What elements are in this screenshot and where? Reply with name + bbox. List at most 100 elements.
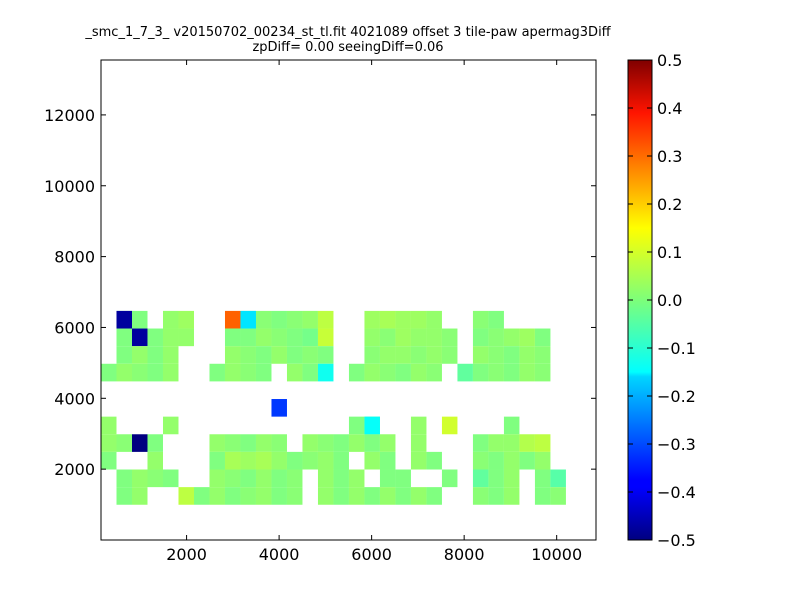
heatmap-cell (534, 487, 551, 505)
heatmap-cell (286, 310, 303, 329)
heatmap-cell (240, 363, 256, 382)
heatmap-cell (472, 310, 489, 329)
heatmap-cell (302, 363, 318, 382)
heatmap-cell (364, 363, 380, 382)
heatmap-cell-outlier (131, 434, 148, 452)
heatmap-cell (209, 469, 225, 488)
heatmap-cell (534, 363, 551, 382)
colorbar-tick-label: 0.5 (657, 51, 682, 70)
heatmap-cell (116, 363, 132, 382)
heatmap-cell (209, 434, 225, 452)
heatmap-cell (364, 451, 380, 470)
heatmap-cell (317, 451, 334, 470)
heatmap-cell (472, 328, 489, 347)
heatmap-cell (503, 346, 520, 364)
heatmap-cell (162, 328, 179, 347)
heatmap-cell (209, 451, 225, 470)
heatmap-cell (379, 310, 396, 329)
heatmap-cell (441, 328, 458, 347)
heatmap-cell (317, 469, 334, 488)
chart-subtitle: zpDiff= 0.00 seeingDiff=0.06 (252, 40, 444, 55)
heatmap-cell (317, 434, 334, 452)
heatmap-cell (488, 451, 504, 470)
heatmap-cell (286, 346, 303, 364)
colorbar-tick-label: −0.5 (657, 531, 696, 550)
x-axis: 2000 4000 6000 8000 10000 (166, 60, 582, 564)
heatmap-cell (410, 363, 427, 382)
y-tick-label: 2000 (54, 460, 95, 479)
heatmap-cell (317, 346, 334, 364)
heatmap-cell (302, 310, 318, 329)
heatmap-cell (348, 363, 365, 382)
heatmap-cell-outlier (271, 399, 287, 417)
heatmap-cell (364, 328, 380, 347)
heatmap-cell (131, 310, 148, 329)
heatmap-cell (410, 310, 427, 329)
heatmap-cell (426, 310, 442, 329)
heatmap-cell (162, 346, 179, 364)
colorbar-tick-label: 0.0 (657, 291, 682, 310)
heatmap-cell (472, 451, 489, 470)
heatmap-cell (395, 469, 411, 488)
heatmap-cell (240, 451, 256, 470)
heatmap-cell (271, 310, 287, 329)
heatmap-cell (379, 434, 396, 452)
heatmap-cell (147, 469, 163, 488)
x-tick-label: 2000 (166, 545, 207, 564)
heatmap-cell (457, 363, 473, 382)
heatmap-cell (519, 346, 535, 364)
plot-frame (100, 59, 597, 541)
heatmap-cell (410, 328, 427, 347)
heatmap-cell (379, 346, 396, 364)
x-tick-label: 8000 (444, 545, 485, 564)
y-tick-label: 10000 (44, 177, 95, 196)
heatmap-cell (488, 346, 504, 364)
heatmap-cell (534, 328, 551, 347)
heatmap-cell (503, 416, 520, 435)
heatmap-cell (116, 328, 132, 347)
heatmap-cell (317, 328, 334, 347)
heatmap-cell (364, 346, 380, 364)
heatmap-cell (472, 487, 489, 505)
heatmap-cell (286, 469, 303, 488)
heatmap-cell (286, 487, 303, 505)
heatmap-cell (472, 346, 489, 364)
heatmap-cell (441, 416, 458, 435)
heatmap-cell (101, 416, 117, 435)
heatmap-cell (488, 363, 504, 382)
heatmap-cell (550, 469, 566, 488)
heatmap-cell (101, 363, 117, 382)
heatmap-cell (302, 451, 318, 470)
heatmap-cell (131, 328, 148, 347)
heatmap-cell (503, 363, 520, 382)
heatmap-cell (364, 487, 380, 505)
colorbar-tick-label: 0.2 (657, 195, 682, 214)
heatmap-cell (209, 363, 225, 382)
heatmap-cell (162, 363, 179, 382)
heatmap-cell (240, 434, 256, 452)
heatmap-cell (488, 328, 504, 347)
y-tick-label: 4000 (54, 389, 95, 408)
heatmap-cell (271, 328, 287, 347)
y-tick-label: 8000 (54, 248, 95, 267)
heatmap-cell (379, 363, 396, 382)
heatmap-cell (116, 469, 132, 488)
heatmap-cell (224, 469, 241, 488)
heatmap-cell (379, 469, 396, 488)
heatmap-cell (116, 346, 132, 364)
heatmap-cell (317, 487, 334, 505)
heatmap-cell (410, 451, 427, 470)
heatmap-cell-outlier (348, 416, 365, 435)
heatmap-cell (178, 487, 194, 505)
heatmap-cell (488, 487, 504, 505)
heatmap-cell (116, 487, 132, 505)
colorbar-ticks: 0.5 0.4 0.3 0.2 0.1 0.0 −0.1 −0.2 −0.3 −0.4 −0.5 (628, 51, 696, 550)
heatmap-cell (286, 363, 303, 382)
heatmap-cell (271, 469, 287, 488)
heatmap-cell (472, 469, 489, 488)
heatmap-cell (286, 451, 303, 470)
heatmap-cell-outlier (364, 416, 380, 435)
colorbar-tick-label: 0.1 (657, 243, 682, 262)
heatmap-cell (519, 451, 535, 470)
